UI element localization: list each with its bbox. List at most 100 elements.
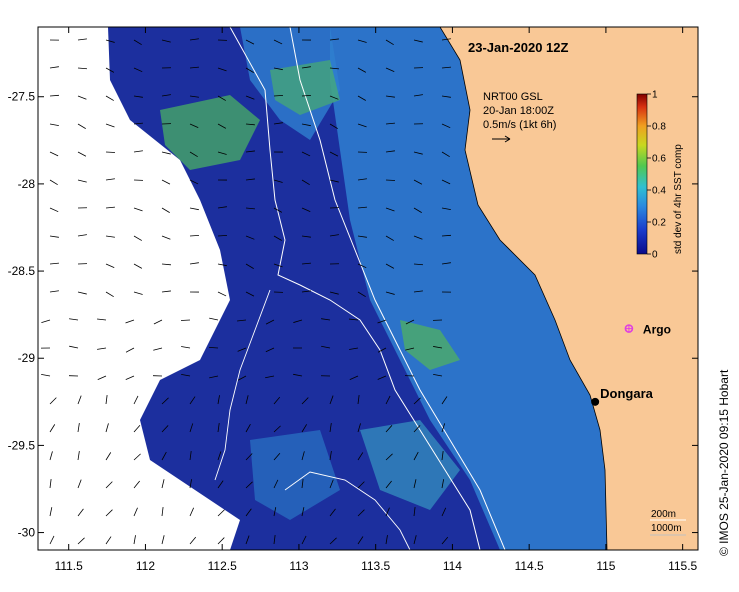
current-vector [357,95,366,101]
current-vector [301,179,310,186]
current-vector [133,122,143,125]
current-vector [217,395,220,405]
current-vector [133,291,143,295]
current-vector [329,537,337,545]
current-vector [77,291,87,295]
current-vector [301,535,307,545]
current-vector [77,234,87,237]
credit-text: © IMOS 25-Jan-2020 09:15 Hobart [717,369,731,556]
current-vector [105,481,113,489]
current-vector [433,373,443,377]
current-vector [97,347,107,350]
current-vector [385,122,395,125]
current-vector [77,123,86,129]
current-vector [273,535,276,545]
current-vector [237,347,247,352]
x-tick-label: 112 [136,559,155,573]
current-vector [329,67,339,70]
current-vector [49,290,59,293]
current-vector [133,67,143,73]
current-vector [413,207,422,213]
current-vector [49,424,56,433]
current-vector [153,319,163,325]
current-vector [329,95,339,100]
current-vector [161,425,169,433]
current-vector [189,479,192,489]
y-tick-label: -28 [18,177,36,191]
current-vector [105,263,115,268]
current-vector [217,537,225,545]
current-vector [329,423,332,433]
current-vector [209,317,219,321]
current-vector [49,94,60,97]
current-info-line1: NRT00 GSL [483,91,543,103]
current-vector [217,423,220,433]
plot-frame [37,26,699,551]
current-vector [413,425,421,433]
current-vector [441,66,451,69]
current-vector [329,38,339,41]
current-vector [181,373,191,377]
current-vector [357,39,367,43]
argo-label: Argo [643,323,671,337]
current-vector [217,480,224,489]
y-tick-label: -29 [18,351,36,365]
current-vector [133,207,143,212]
current-vector [405,319,415,325]
current-vector [273,179,283,183]
current-vector [329,479,334,489]
current-vector [189,207,199,211]
current-vector [133,95,143,98]
current-vector [385,480,392,489]
current-vector [133,263,143,269]
sst-mid-patch-4 [360,420,460,510]
current-vector [377,319,387,324]
current-vector [49,235,59,238]
current-vector [385,95,395,98]
isobath-legend-1000m: 1000m [651,523,682,534]
sst-high-patch-2 [270,60,340,115]
isobath-200m [289,27,506,550]
current-vector [217,95,226,101]
current-vector [357,123,367,128]
current-vector [441,179,451,185]
current-vector [125,347,135,353]
current-vector [245,178,255,181]
y-tick-label: -29.5 [8,438,36,452]
current-vector [301,262,311,265]
current-vector [245,150,255,153]
current-vector [357,452,364,461]
current-vector [189,123,199,128]
colorbar-tick-label: 1 [652,90,658,101]
current-vector [161,94,171,97]
y-tick-label: -30 [18,526,36,540]
current-vector [245,95,255,100]
sst-mid-band [330,27,607,550]
current-vector [441,262,451,265]
current-vector [49,123,59,126]
current-vector [189,95,199,98]
current-vector [105,67,115,73]
current-vector [293,373,303,377]
current-vector [105,178,115,181]
current-vector [105,536,112,545]
current-vector [413,451,419,461]
x-tick-label: 115.5 [668,559,697,573]
current-vector [293,319,303,323]
current-vector [441,396,448,405]
sst-high-patch-3 [400,320,460,370]
current-vector [321,345,331,349]
current-info-line2: 20-Jan 18:00Z [483,105,554,117]
current-vector [385,150,395,153]
isobath-legend-200m: 200m [651,509,676,520]
current-vector [153,347,163,351]
current-vector [161,151,171,155]
current-vector [301,290,311,293]
current-vector [189,151,198,158]
current-vector [377,375,387,380]
current-vector [105,509,113,517]
current-vector [49,66,59,69]
current-vector [441,451,444,461]
current-vector [161,179,171,185]
